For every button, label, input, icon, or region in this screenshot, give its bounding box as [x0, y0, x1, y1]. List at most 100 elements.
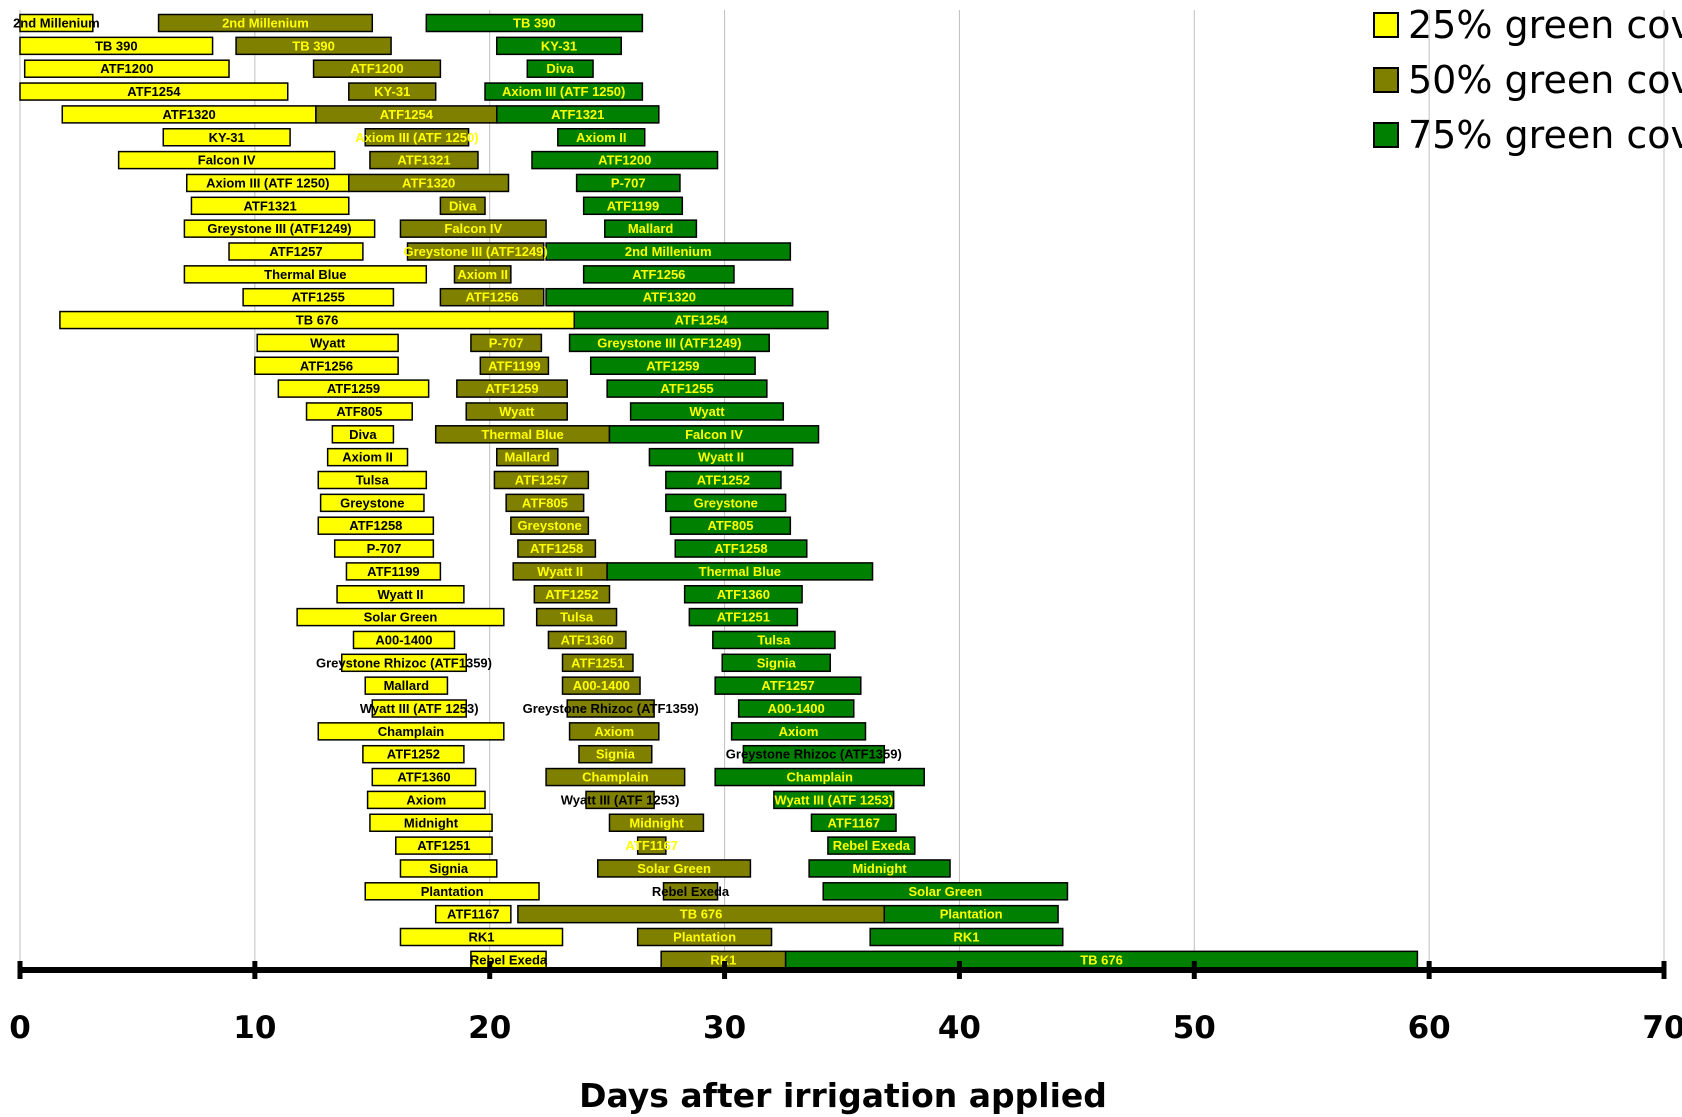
bar-label: Rebel Exeda [470, 952, 548, 967]
bar-label: ATF1360 [561, 632, 614, 647]
bar [714, 676, 862, 695]
bar-label: ATF1254 [674, 313, 728, 328]
bar-label: Greystone [340, 495, 404, 510]
bar [531, 150, 719, 170]
x-axis: 0 10 20 30 40 50 60 70 [9, 961, 1682, 1046]
bar-label: ATF1259 [485, 381, 538, 396]
bar-label: ATF1167 [447, 907, 500, 922]
bar-label: Falcon IV [444, 221, 502, 236]
bar-label: KY-31 [541, 38, 577, 53]
bar [453, 265, 512, 284]
bar [326, 447, 409, 467]
bar-label: Tulsa [560, 610, 594, 625]
bar-label: ATF1255 [292, 290, 345, 305]
bar-label: Champlain [786, 770, 853, 785]
bar-label: ATF1256 [632, 267, 685, 282]
bar [371, 767, 477, 787]
bar-label: ATF1320 [643, 290, 696, 305]
bar [589, 356, 756, 375]
bar-label: KY-31 [374, 84, 410, 99]
legend-swatch [1373, 122, 1399, 148]
bar [348, 82, 437, 101]
bar [573, 310, 829, 330]
bar-label: A00-1400 [768, 701, 825, 716]
bar [434, 904, 512, 924]
bar [665, 470, 782, 490]
bar-label: RK1 [953, 930, 979, 945]
bar [352, 630, 456, 650]
bar-label: Signia [757, 655, 797, 670]
bar [371, 699, 467, 718]
bar [364, 676, 449, 695]
bar [578, 744, 653, 764]
x-tick-label: 60 [1408, 1010, 1451, 1046]
bar [242, 287, 395, 307]
bar-label: ATF1360 [397, 770, 450, 785]
bar-label: Axiom [406, 792, 446, 807]
bar [345, 562, 442, 581]
bar-label: Mallard [628, 221, 674, 236]
bar [526, 59, 594, 78]
bar [608, 425, 820, 444]
x-tick-label: 40 [938, 1010, 981, 1046]
bar-label: ATF1167 [626, 838, 679, 853]
bar [341, 653, 467, 673]
bar [496, 36, 622, 56]
bar-label: Signia [429, 861, 469, 876]
bar [395, 836, 493, 855]
bar [585, 790, 655, 810]
bar [629, 402, 785, 421]
bar-label: TB 676 [1080, 952, 1123, 967]
legend-swatch [1373, 67, 1399, 93]
bar-label: ATF1255 [660, 381, 713, 396]
legend-label: 50% green cover [1408, 58, 1682, 102]
bar [582, 265, 735, 284]
bar-label: ATF1320 [402, 175, 455, 190]
bar [496, 447, 559, 467]
bar [364, 882, 540, 901]
bar-area: 2nd Millenium 2nd Millenium TB 390 TB 390 TB… [13, 13, 1419, 970]
bar [561, 653, 634, 673]
bar [568, 333, 770, 353]
bar [869, 927, 1064, 947]
x-axis-title: Days after irrigation applied [579, 1076, 1107, 1115]
bar-label: Wyatt [689, 404, 725, 419]
bar-label: Champlain [378, 724, 445, 739]
bar [665, 493, 787, 513]
bar-label: Falcon IV [685, 427, 743, 442]
bar-label: ATF1251 [571, 655, 624, 670]
bar-label: ATF1256 [300, 358, 353, 373]
bar-label: ATF1199 [488, 358, 541, 373]
bar [317, 470, 428, 490]
bar [505, 493, 585, 513]
bar [319, 493, 425, 513]
bar-label: KY-31 [209, 130, 245, 145]
bar-label: P-707 [367, 541, 402, 556]
bar [773, 790, 895, 810]
legend-label: 75% green cover [1408, 113, 1682, 157]
bar-label: A00-1400 [573, 678, 630, 693]
bar [333, 539, 435, 558]
bar [479, 356, 550, 375]
bar [742, 744, 886, 764]
bar-label: P-707 [611, 175, 646, 190]
bar-label: ATF1259 [646, 358, 699, 373]
legend-swatch [1373, 12, 1399, 38]
x-tick-label: 50 [1173, 1010, 1216, 1046]
bar [256, 333, 399, 353]
bar [604, 219, 698, 238]
x-tick-label: 20 [468, 1010, 511, 1046]
bar [484, 82, 644, 101]
bar-label: TB 390 [513, 16, 556, 31]
bar-label: Wyatt III (ATF 1253) [774, 792, 893, 807]
bar [439, 196, 486, 216]
bar [19, 13, 94, 33]
bar [317, 516, 435, 535]
bar [648, 447, 794, 467]
bar [561, 676, 641, 695]
bar [277, 379, 430, 398]
bar [19, 36, 214, 56]
bar-label: Greystone III (ATF1249) [403, 244, 547, 259]
bar-label: TB 390 [292, 38, 335, 53]
bar [575, 173, 681, 193]
